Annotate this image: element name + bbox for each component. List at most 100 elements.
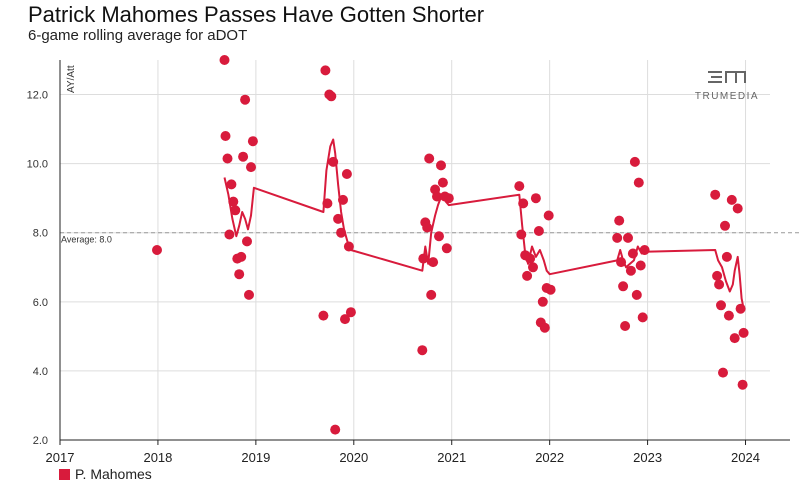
game-point	[242, 236, 252, 247]
game-point	[443, 193, 454, 204]
game-point	[322, 198, 333, 209]
game-point	[637, 312, 648, 323]
x-tick-label: 2021	[437, 450, 466, 465]
game-point	[522, 270, 533, 281]
game-point	[318, 310, 329, 321]
game-point	[735, 303, 746, 314]
game-point	[418, 253, 429, 264]
rolling-average-line	[223, 138, 745, 309]
game-point	[326, 91, 337, 102]
game-point	[620, 321, 631, 331]
game-point	[230, 205, 241, 216]
game-point	[434, 231, 444, 242]
game-point	[236, 251, 247, 262]
game-point	[234, 269, 245, 280]
game-point	[240, 94, 251, 105]
game-point	[726, 194, 737, 205]
game-point	[238, 151, 249, 162]
game-point	[545, 284, 556, 295]
game-point	[627, 248, 638, 259]
game-point	[718, 367, 728, 378]
game-point	[732, 203, 743, 214]
x-tick-label: 2024	[731, 450, 760, 465]
game-point	[710, 189, 721, 200]
game-point	[737, 379, 748, 390]
logo-text: TRUMEDIA	[695, 91, 759, 102]
game-point	[247, 136, 258, 147]
game-point	[528, 262, 538, 273]
game-point	[616, 257, 627, 268]
x-tick-label: 2020	[339, 450, 368, 465]
game-point	[633, 177, 644, 188]
trumedia-mark-icon	[708, 71, 746, 83]
game-point	[723, 310, 734, 321]
game-point	[246, 162, 256, 173]
game-point	[338, 194, 348, 205]
x-tick-label: 2023	[633, 450, 662, 465]
game-point	[432, 191, 442, 202]
game-point	[345, 307, 356, 318]
game-point	[330, 424, 341, 435]
game-point	[720, 220, 730, 231]
game-point	[618, 281, 629, 292]
game-point	[320, 65, 331, 76]
game-point	[428, 257, 439, 268]
game-point	[224, 229, 235, 240]
game-point	[714, 279, 725, 290]
game-point	[228, 196, 239, 207]
game-point	[721, 251, 732, 262]
y-tick-label: 2.0	[33, 435, 48, 447]
game-point	[437, 177, 448, 188]
game-point	[417, 345, 428, 356]
grid-lines	[60, 60, 770, 441]
game-point	[537, 296, 548, 307]
game-points	[152, 55, 749, 435]
game-point	[530, 193, 541, 204]
game-point	[623, 232, 633, 243]
game-point	[336, 227, 347, 238]
average-label: Average: 8.0	[61, 235, 112, 245]
game-point	[533, 226, 544, 236]
y-tick-label: 8.0	[33, 228, 48, 240]
legend: P. Mahomes	[59, 466, 152, 482]
legend-swatch	[59, 468, 70, 480]
game-point	[738, 327, 749, 338]
game-point	[422, 222, 433, 233]
game-point	[343, 241, 354, 252]
game-point	[625, 265, 636, 276]
y-tick-label: 4.0	[33, 366, 48, 378]
game-point	[226, 179, 237, 190]
game-point	[635, 260, 646, 271]
x-tick-label: 2018	[143, 450, 172, 465]
game-point	[516, 229, 527, 240]
game-point	[631, 289, 642, 300]
game-point	[729, 333, 740, 344]
x-tick-label: 2017	[46, 450, 75, 465]
game-point	[518, 198, 529, 209]
game-point	[426, 289, 437, 300]
game-point	[244, 289, 254, 300]
y-tick-label: 6.0	[33, 297, 48, 309]
game-point	[614, 215, 625, 226]
game-point	[152, 245, 162, 255]
y-axis-label: AY/Att	[66, 65, 77, 93]
game-point	[220, 131, 231, 141]
game-point	[441, 243, 452, 254]
game-point	[629, 156, 640, 167]
game-point	[712, 270, 723, 281]
axes: 2017 2018 2019 2020 2021 2022 2023 2024 2.0 4.0 6.…	[27, 60, 790, 465]
game-point	[525, 253, 536, 264]
x-tick-label: 2019	[241, 450, 270, 465]
chart-title: Patrick Mahomes Passes Have Gotten Short…	[28, 2, 485, 27]
y-tick-label: 10.0	[27, 159, 48, 171]
game-point	[514, 181, 525, 192]
game-point	[333, 213, 344, 224]
legend-label: P. Mahomes	[75, 466, 152, 482]
game-point	[219, 55, 230, 65]
y-tick-label: 12.0	[27, 90, 48, 102]
game-point	[328, 156, 339, 167]
game-point	[716, 300, 726, 311]
game-point	[341, 169, 352, 179]
average-reference: Average: 8.0	[60, 232, 800, 245]
